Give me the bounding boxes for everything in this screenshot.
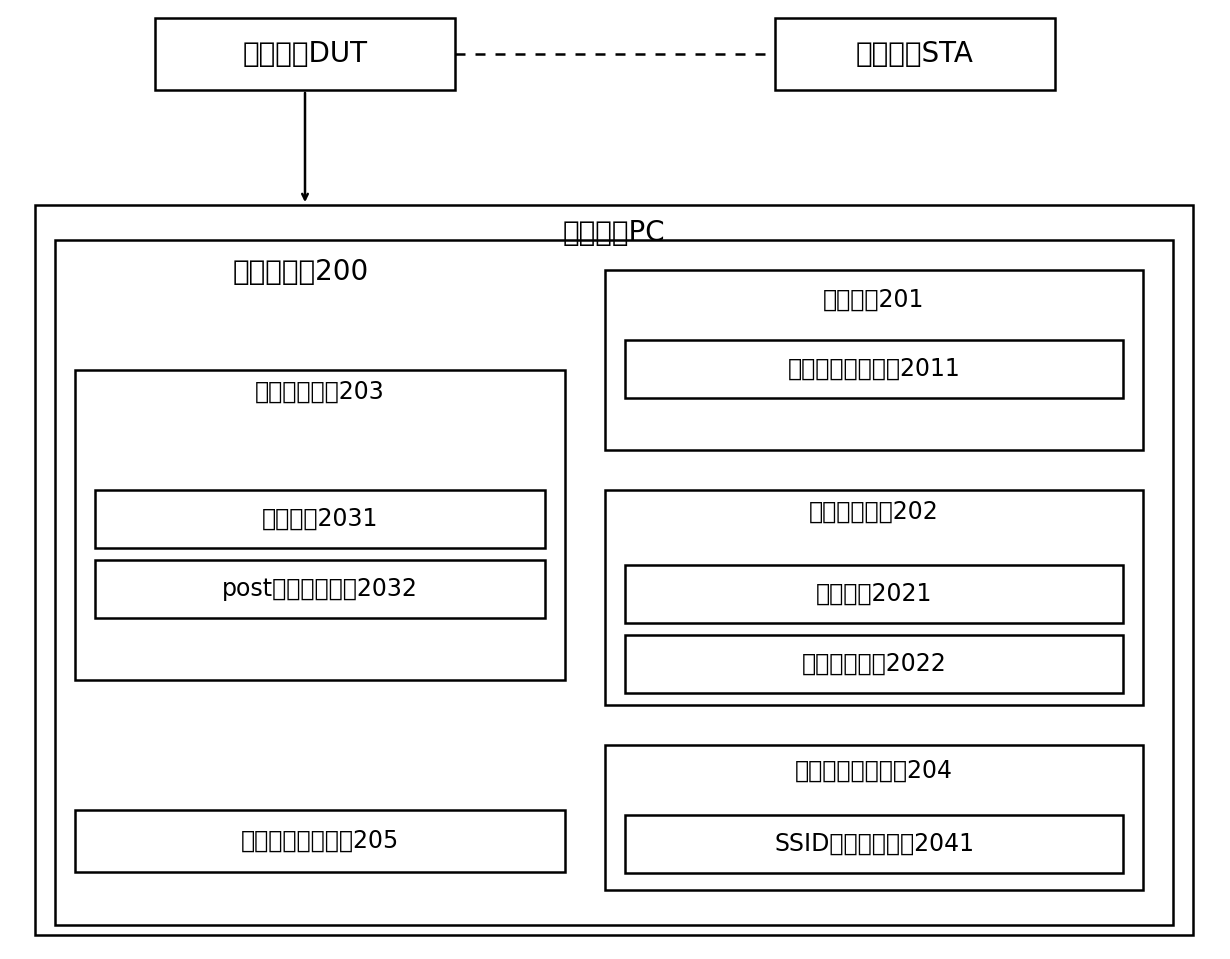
- Text: 列表模块2021: 列表模块2021: [815, 582, 932, 606]
- Bar: [95, 490, 545, 548]
- Text: 待测路由DUT: 待测路由DUT: [242, 40, 368, 68]
- Bar: [155, 18, 455, 90]
- Bar: [605, 745, 1143, 890]
- Text: 模拟模块2031: 模拟模块2031: [262, 507, 378, 531]
- Text: 无线模式切换模块204: 无线模式切换模块204: [795, 759, 953, 783]
- Text: 无线模式设置模块2011: 无线模式设置模块2011: [787, 357, 961, 381]
- Text: 测试次数判断模块205: 测试次数判断模块205: [241, 829, 399, 853]
- Text: 带宽切换模块203: 带宽切换模块203: [255, 380, 385, 404]
- Text: 主控电脑PC: 主控电脑PC: [562, 219, 665, 247]
- Text: post信息抓取模块2032: post信息抓取模块2032: [223, 577, 418, 601]
- Bar: [775, 18, 1055, 90]
- Text: 测试模块201: 测试模块201: [823, 288, 925, 312]
- Text: 表格遍历模块2022: 表格遍历模块2022: [802, 652, 946, 676]
- Bar: [625, 340, 1123, 398]
- Text: 终端切换模块202: 终端切换模块202: [809, 500, 938, 524]
- Bar: [605, 490, 1143, 705]
- Bar: [34, 205, 1193, 935]
- Bar: [95, 560, 545, 618]
- Bar: [75, 810, 565, 872]
- Text: 待测终端STA: 待测终端STA: [856, 40, 974, 68]
- Bar: [75, 370, 565, 680]
- Bar: [55, 240, 1173, 925]
- Text: SSID名称修改模块2041: SSID名称修改模块2041: [774, 832, 974, 856]
- Bar: [625, 565, 1123, 623]
- Text: 自动化脚本200: 自动化脚本200: [232, 258, 369, 286]
- Bar: [625, 815, 1123, 873]
- Bar: [605, 270, 1143, 450]
- Bar: [625, 635, 1123, 693]
